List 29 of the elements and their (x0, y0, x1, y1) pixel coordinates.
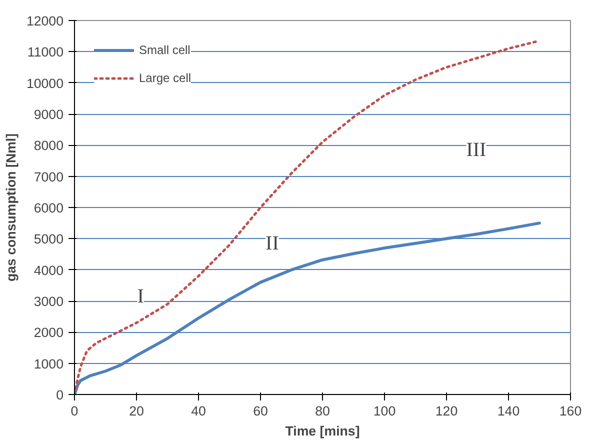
legend-label: Large cell (139, 71, 192, 85)
y-tick-label: 5000 (34, 232, 64, 247)
legend-label: Small cell (139, 43, 190, 57)
y-tick-label: 8000 (34, 138, 64, 154)
x-tick-label: 60 (253, 404, 268, 418)
annotation: I (137, 286, 144, 308)
x-tick-label: 120 (435, 404, 458, 418)
y-tick-label: 1000 (34, 356, 64, 372)
y-tick-label: 3000 (34, 294, 64, 309)
y-tick-label: 9000 (34, 107, 64, 122)
x-axis-title: Time [mins] (285, 424, 360, 438)
x-tick-label: 0 (70, 404, 78, 418)
annotation: III (466, 139, 486, 162)
y-tick-label: 4000 (34, 262, 64, 278)
x-tick-label: 40 (191, 404, 206, 418)
annotation: II (266, 232, 279, 255)
y-tick-label: 6000 (34, 200, 64, 216)
y-tick-label: 10000 (26, 76, 64, 91)
y-tick-label: 11000 (27, 44, 64, 60)
x-tick-label: 20 (129, 404, 144, 418)
y-tick-label: 12000 (26, 14, 64, 28)
x-tick-label: 160 (559, 404, 582, 418)
x-tick-label: 80 (315, 404, 330, 418)
y-tick-label: 2000 (34, 325, 64, 340)
y-tick-label: 0 (56, 388, 64, 402)
x-tick-label: 100 (373, 404, 396, 418)
y-axis-title: gas consumption [Nml] (3, 133, 18, 282)
y-tick-label: 7000 (34, 169, 64, 184)
x-tick-label: 140 (497, 404, 520, 418)
